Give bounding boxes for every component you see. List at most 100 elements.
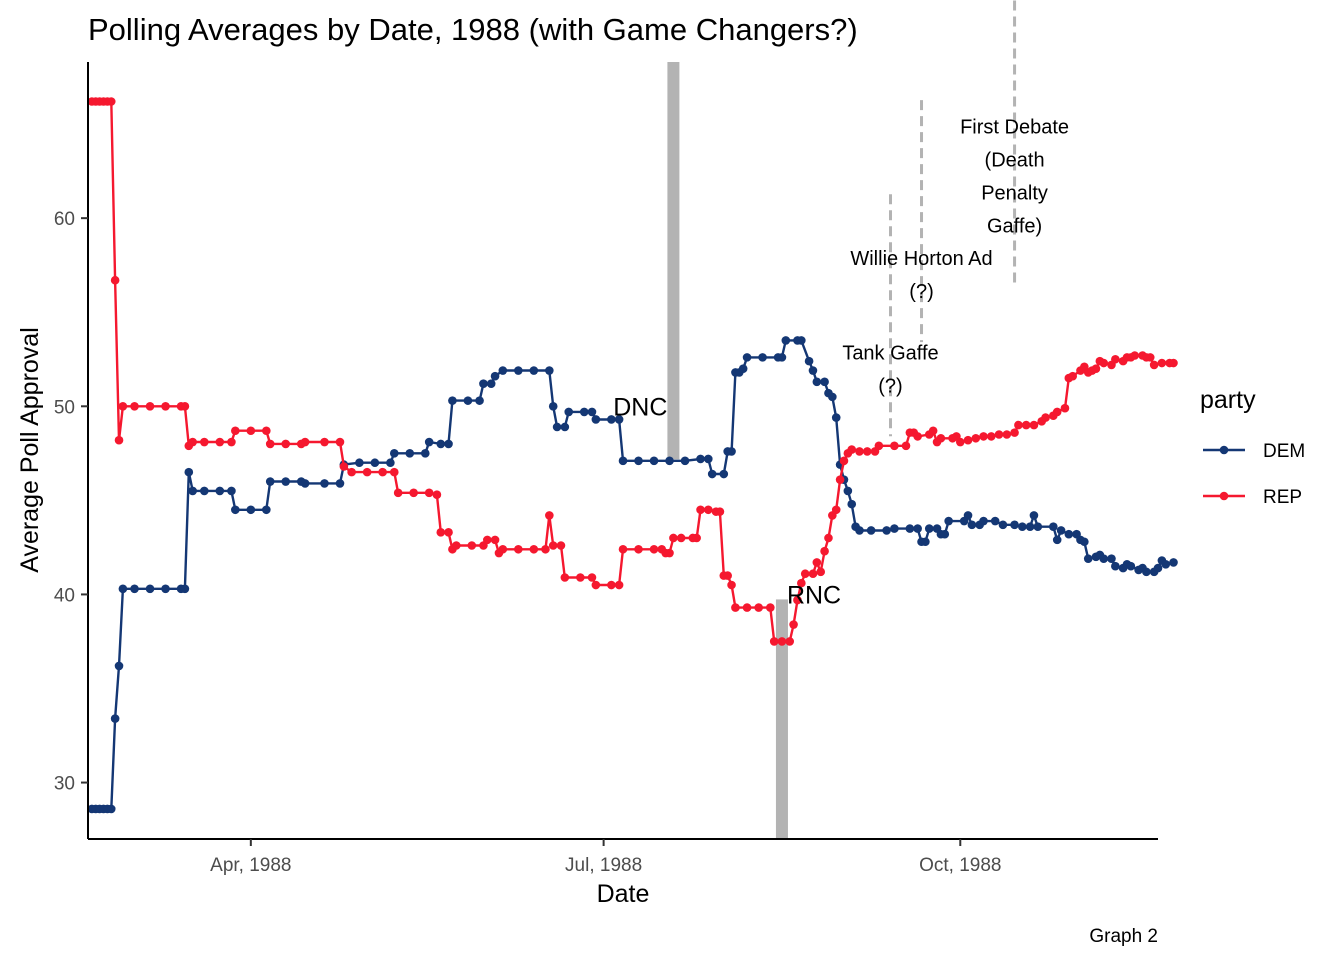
x-tick-label: Apr, 1988 [210,855,291,876]
data-point-dem [905,524,915,533]
data-point-dem [607,415,616,424]
data-point-dem [1080,537,1089,547]
event-label-line: Gaffe) [987,215,1042,237]
data-point-rep [145,401,155,411]
data-point-rep [529,544,539,554]
data-point-rep [1169,358,1178,368]
data-point-dem [184,467,194,477]
data-point-rep [1014,420,1023,430]
data-point-rep [855,447,864,456]
data-point-rep [281,439,291,449]
data-point-dem [634,456,643,466]
data-point-dem [1107,554,1116,563]
data-point-rep [587,573,597,582]
data-point-rep [614,580,624,590]
data-point-rep [114,435,124,445]
data-point-rep [862,447,872,456]
data-point-rep [215,437,225,447]
data-point-dem [828,392,837,402]
data-point-dem [498,366,508,375]
data-point-rep [994,430,1004,439]
data-point-rep [928,426,938,436]
data-point-rep [971,433,981,443]
event-label-line: First Debate [960,116,1069,138]
data-point-rep [820,546,829,556]
data-point-dem [246,505,256,515]
data-point-dem [944,516,953,526]
data-point-rep [560,573,570,582]
data-point-rep [556,541,566,550]
legend-title: party [1200,386,1256,414]
y-ticks: 30 40 50 60 [54,209,88,795]
x-axis-title: Date [597,880,650,908]
data-point-rep [451,541,461,550]
data-point-rep [742,603,752,612]
data-point-dem [560,422,570,432]
data-point-dem [1029,511,1039,520]
data-point-dem [548,401,558,411]
data-point-dem [587,407,597,417]
data-point-rep [1060,403,1070,413]
data-point-rep [692,533,701,543]
data-point-rep [231,426,240,436]
data-point-dem [1033,522,1043,531]
data-point-dem [355,458,364,468]
data-point-dem [913,524,922,533]
y-tick-label: 50 [54,397,75,418]
data-point-rep [618,544,628,554]
data-point-dem [145,584,155,594]
data-point-dem [618,456,628,466]
data-point-rep [591,580,601,590]
event-label-line: Tank Gaffe [842,342,938,364]
data-point-rep [797,578,806,588]
data-point-rep [607,580,616,590]
data-point-dem [797,336,806,345]
data-point-dem [1083,554,1093,563]
y-tick-label: 30 [54,774,75,795]
data-point-dem [591,415,601,424]
data-point-dem [180,584,190,594]
data-point-dem [967,520,977,530]
data-point-rep [424,488,434,498]
event-label-line: (?) [878,375,902,397]
data-point-rep [545,511,554,520]
data-point-dem [370,458,380,468]
data-point-dem [1064,529,1074,539]
data-point-rep [335,437,345,447]
data-point-rep [676,533,686,543]
data-point-rep [300,437,310,447]
data-point-dem [424,437,434,447]
data-point-rep [118,401,128,411]
data-point-rep [1041,413,1050,422]
data-point-rep [362,467,372,477]
legend-key-point [1219,445,1229,455]
data-point-dem [1049,522,1058,531]
data-point-rep [393,488,403,498]
data-point-rep [649,544,659,554]
data-point-dem [1025,522,1035,531]
data-point-dem [1052,535,1062,545]
event-label-line: (?) [909,281,933,303]
data-point-rep [483,535,492,545]
data-point-dem [707,469,717,479]
data-point-rep [835,475,845,484]
data-point-dem [1169,558,1178,567]
data-point-rep [831,505,841,515]
x-ticks: Apr, 1988 Jul, 1988 Oct, 1988 [210,839,1001,876]
data-point-rep [839,456,849,466]
data-point-rep [200,437,209,447]
data-point-rep [432,490,442,500]
data-point-dem [680,456,690,466]
data-point-rep [1111,354,1120,364]
event-band [775,599,788,839]
series-layer [87,97,1178,814]
data-point-dem [564,407,574,417]
data-point-rep [936,433,946,443]
data-point-rep [874,441,884,451]
data-point-dem [490,371,500,381]
data-point-rep [490,535,500,545]
data-point-dem [227,486,236,496]
data-point-rep [669,533,678,543]
data-point-dem [742,353,752,362]
data-point-dem [436,439,446,449]
